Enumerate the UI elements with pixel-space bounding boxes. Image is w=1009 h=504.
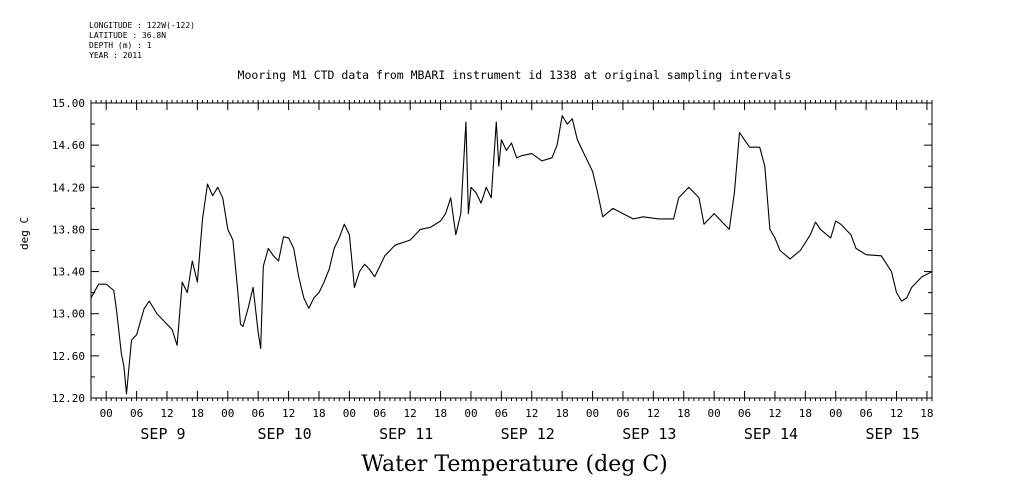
x-hour-label: 18	[312, 407, 325, 420]
y-tick-label: 13.80	[52, 223, 85, 236]
chart-title: Mooring M1 CTD data from MBARI instrumen…	[237, 68, 792, 82]
x-hour-label: 00	[708, 407, 721, 420]
x-hour-label: 12	[647, 407, 660, 420]
temperature-series-line	[90, 115, 933, 395]
x-hour-label: 18	[434, 407, 447, 420]
longitude-label: LONGITUDE : 122W(-122)	[89, 21, 195, 30]
x-hour-label: 18	[677, 407, 690, 420]
y-tick-label: 14.20	[52, 181, 85, 194]
x-hour-label: 06	[860, 407, 873, 420]
y-tick-label: 13.00	[52, 308, 85, 321]
x-hour-label: 18	[191, 407, 204, 420]
x-hour-label: 18	[920, 407, 933, 420]
x-hour-label: 00	[464, 407, 477, 420]
x-hour-label: 00	[100, 407, 113, 420]
year-label: YEAR : 2011	[89, 51, 142, 60]
metadata-block: LONGITUDE : 122W(-122) LATITUDE : 36.8N …	[89, 21, 195, 61]
y-tick-label: 12.20	[52, 392, 85, 405]
x-day-label: SEP 15	[865, 425, 919, 443]
x-day-label: SEP 14	[744, 425, 798, 443]
x-day-label: SEP 9	[140, 425, 185, 443]
x-hour-label: 06	[252, 407, 265, 420]
x-hour-label: 12	[890, 407, 903, 420]
x-hour-label: 00	[829, 407, 842, 420]
x-day-label: SEP 12	[501, 425, 555, 443]
x-hour-label: 12	[282, 407, 295, 420]
x-hour-label: 12	[525, 407, 538, 420]
x-hour-label: 12	[768, 407, 781, 420]
x-axis-label: Water Temperature (deg C)	[361, 452, 668, 477]
y-tick-label: 12.60	[52, 350, 85, 363]
x-hour-label: 18	[556, 407, 569, 420]
y-tick-label: 14.60	[52, 139, 85, 152]
x-hour-label: 06	[130, 407, 143, 420]
y-tick-label: 15.00	[52, 97, 85, 110]
x-hour-label: 00	[221, 407, 234, 420]
x-hour-label: 06	[738, 407, 751, 420]
x-hour-label: 06	[373, 407, 386, 420]
latitude-label: LATITUDE : 36.8N	[89, 31, 167, 40]
y-tick-label: 13.40	[52, 266, 85, 279]
plot-frame	[90, 102, 933, 399]
x-hour-label: 18	[799, 407, 812, 420]
depth-label: DEPTH (m) : 1	[89, 41, 152, 50]
x-hour-label: 06	[495, 407, 508, 420]
x-day-label: SEP 13	[622, 425, 676, 443]
x-hour-label: 12	[404, 407, 417, 420]
x-hour-label: 12	[160, 407, 173, 420]
x-hour-label: 00	[343, 407, 356, 420]
x-day-label: SEP 11	[379, 425, 433, 443]
x-hour-label: 00	[586, 407, 599, 420]
x-day-label: SEP 10	[257, 425, 311, 443]
x-hour-label: 06	[616, 407, 629, 420]
